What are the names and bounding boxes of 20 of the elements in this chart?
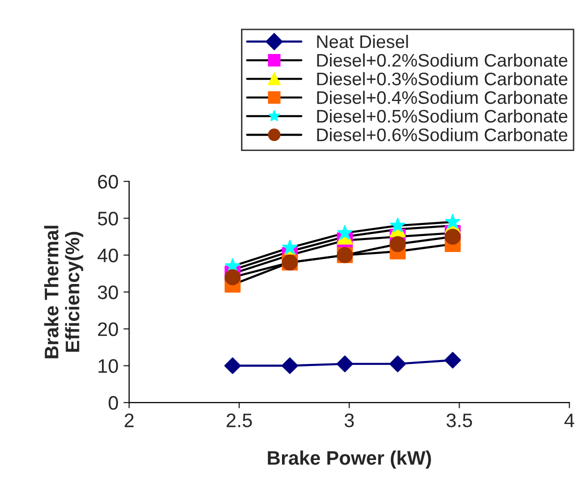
y-tick-label: 0 [108,396,118,410]
legend-label: Diesel+0.6%Sodium Carbonate [317,128,568,142]
y-tick-label: 50 [98,212,118,226]
y-tick-label: 40 [98,248,118,262]
legend-label: Diesel+0.2%Sodium Carbonate [317,53,568,67]
y-axis-title: Brake Thermal Efficiency(%) [44,226,84,358]
legend-label: Diesel+0.3%Sodium Carbonate [317,72,568,86]
x-tick-label: 2 [124,414,134,428]
x-tick-label: 4 [564,414,574,428]
x-tick-label: 3 [344,414,354,428]
x-tick-label: 2.5 [226,414,252,428]
y-tick-label: 10 [98,359,118,373]
x-axis-title: Brake Power (kW) [268,450,431,469]
legend-label: Diesel+0.4%Sodium Carbonate [317,90,568,104]
y-tick-label: 60 [98,174,118,189]
x-tick-label: 3.5 [446,414,472,428]
y-tick-label: 30 [98,285,118,300]
legend-label: Neat Diesel [317,34,408,48]
legend-label: Diesel+0.5%Sodium Carbonate [317,109,568,123]
y-tick-label: 20 [98,322,118,336]
